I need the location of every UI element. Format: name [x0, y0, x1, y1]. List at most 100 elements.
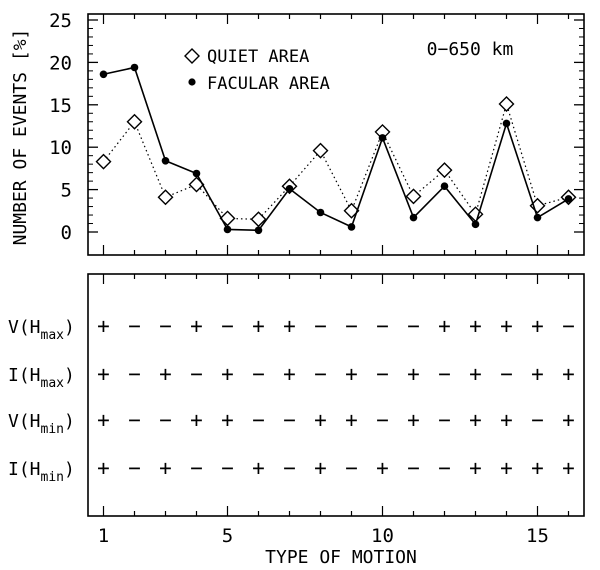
data-point-diamond [188, 176, 205, 193]
sign-cell: + [314, 408, 327, 432]
sign-cell: + [438, 314, 451, 338]
legend-facular-label: FACULAR AREA [207, 74, 330, 94]
sign-cell: − [407, 456, 420, 480]
sign-cell: − [221, 314, 234, 338]
sign-cell: + [469, 456, 482, 480]
data-point-diamond [95, 153, 112, 170]
data-point-circle [347, 223, 356, 231]
x-tick-label: 1 [98, 525, 109, 547]
sign-cell: − [562, 314, 575, 338]
row-label: V(Hmax) [8, 317, 75, 343]
sign-cell: − [190, 362, 203, 386]
sign-cell: − [531, 408, 544, 432]
sign-cell: − [438, 362, 451, 386]
sign-cell: + [562, 362, 575, 386]
row-label: V(Hmin) [8, 411, 75, 437]
legend-facular-marker [188, 78, 196, 86]
x-axis-ticks: 1 5 10 15 [98, 274, 570, 547]
sign-cell: − [314, 362, 327, 386]
sign-cell: + [531, 314, 544, 338]
sign-cell: − [190, 456, 203, 480]
legend-quiet-marker [184, 48, 200, 64]
sign-cell: − [500, 362, 513, 386]
sign-cell: + [562, 456, 575, 480]
sign-cell: − [128, 314, 141, 338]
data-point-circle [440, 182, 449, 191]
legend-quiet-label: QUIET AREA [207, 47, 309, 67]
row-label: I(Hmax) [8, 365, 75, 391]
data-point-diamond [405, 188, 422, 205]
data-point-circle [502, 119, 511, 128]
data-point-circle [223, 225, 232, 234]
y-tick-label: 15 [49, 95, 72, 117]
sign-cell: − [221, 456, 234, 480]
sign-cell: + [531, 456, 544, 480]
series-line [103, 66, 569, 232]
y-tick-label: 5 [61, 180, 72, 202]
sign-cell: − [283, 408, 296, 432]
sign-cell: − [438, 408, 451, 432]
data-point-diamond [250, 211, 267, 228]
x-tick-label: 5 [222, 525, 233, 547]
sign-cell: + [221, 408, 234, 432]
range-annotation: 0−650 km [427, 39, 514, 60]
data-point-diamond [312, 142, 329, 159]
sign-cell: − [252, 408, 265, 432]
sign-cell: − [314, 314, 327, 338]
data-point-circle [192, 169, 201, 178]
row-label: I(Hmin) [8, 459, 75, 485]
sign-cell: − [159, 408, 172, 432]
bottom-panel: 1 5 10 15 V(Hmax) + − − + − + + − − − − + + + + −I(Hmax) + − +… [8, 273, 585, 568]
sign-cell: − [376, 362, 389, 386]
y-axis-ticks: 0 5 10 15 20 25 [49, 10, 584, 244]
sign-cell: − [159, 314, 172, 338]
sign-cell: + [407, 362, 420, 386]
sign-cell: + [97, 408, 110, 432]
series-facular-area [99, 63, 573, 235]
series-line [103, 101, 569, 220]
sign-cell: + [562, 408, 575, 432]
sign-cell: − [407, 314, 420, 338]
y-tick-label: 25 [49, 10, 72, 32]
data-point-circle [378, 134, 387, 142]
sign-cell: + [283, 314, 296, 338]
sign-cell: − [128, 362, 141, 386]
sign-cell: + [345, 408, 358, 432]
top-x-ticks [102, 14, 570, 255]
data-point-circle [316, 208, 325, 217]
data-point-circle [564, 195, 573, 203]
sign-cell: + [190, 314, 203, 338]
x-tick-label: 15 [526, 525, 549, 547]
sign-cell: + [407, 408, 420, 432]
data-point-circle [254, 226, 263, 235]
sign-cell: + [469, 408, 482, 432]
sign-cell: + [221, 362, 234, 386]
sign-cell: + [376, 456, 389, 480]
data-point-diamond [219, 210, 236, 227]
sign-cell: − [376, 408, 389, 432]
sign-cell: − [376, 314, 389, 338]
sign-cell: + [531, 362, 544, 386]
sign-cell: + [345, 362, 358, 386]
x-axis-label: TYPE OF MOTION [265, 547, 417, 568]
data-point-circle [471, 220, 480, 229]
y-tick-label: 10 [49, 137, 72, 159]
sign-cell: + [500, 314, 513, 338]
data-point-diamond [343, 202, 360, 219]
sign-cell: − [252, 362, 265, 386]
data-point-diamond [436, 162, 453, 179]
data-point-circle [130, 63, 139, 72]
sign-cell: + [97, 456, 110, 480]
sign-cell: + [500, 456, 513, 480]
y-tick-label: 20 [49, 52, 72, 74]
sign-cell: + [97, 314, 110, 338]
y-tick-label: 0 [61, 222, 72, 244]
sign-cell: − [345, 314, 358, 338]
sign-cell: + [252, 314, 265, 338]
data-point-circle [285, 184, 294, 193]
data-point-circle [161, 156, 170, 165]
sign-cell: + [252, 456, 265, 480]
top-plot-frame [87, 13, 585, 256]
sign-cell: − [345, 456, 358, 480]
